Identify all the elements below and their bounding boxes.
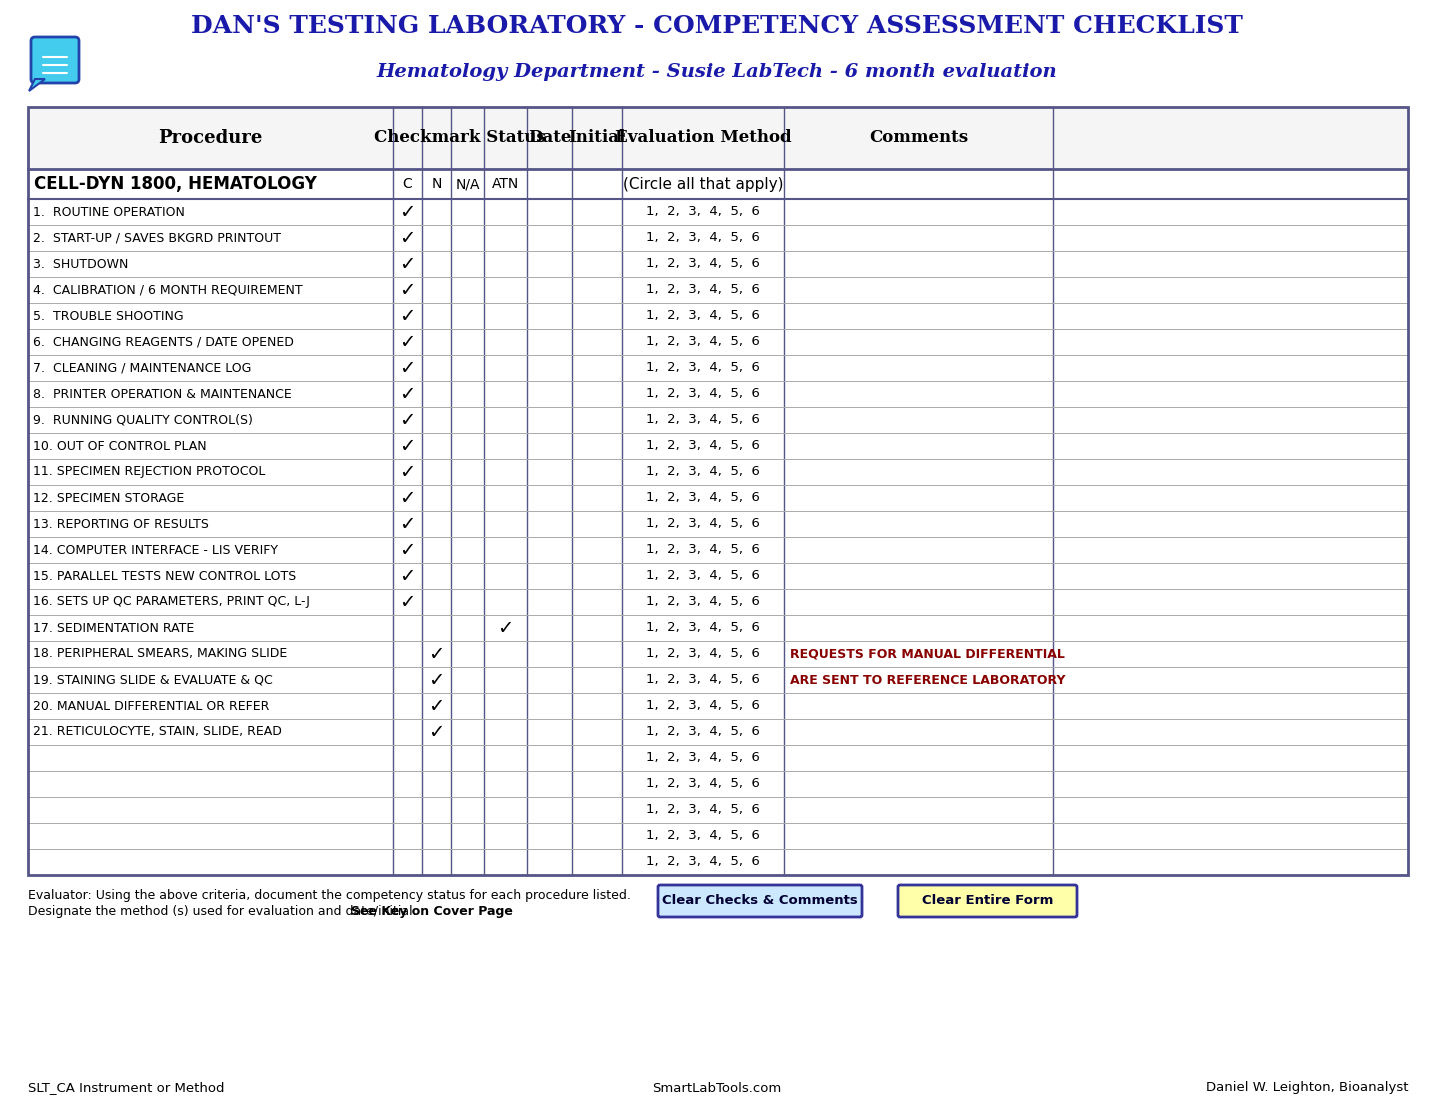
- Text: 14. COMPUTER INTERFACE - LIS VERIFY: 14. COMPUTER INTERFACE - LIS VERIFY: [33, 544, 278, 556]
- Text: 1,  2,  3,  4,  5,  6: 1, 2, 3, 4, 5, 6: [646, 466, 761, 479]
- Text: 1,  2,  3,  4,  5,  6: 1, 2, 3, 4, 5, 6: [646, 231, 761, 244]
- FancyBboxPatch shape: [659, 885, 862, 917]
- Bar: [29, 107, 1408, 168]
- Text: DAN'S TESTING LABORATORY - COMPETENCY ASSESSMENT CHECKLIST: DAN'S TESTING LABORATORY - COMPETENCY AS…: [191, 14, 1243, 39]
- Text: ✓: ✓: [399, 229, 416, 248]
- Text: 1,  2,  3,  4,  5,  6: 1, 2, 3, 4, 5, 6: [646, 726, 761, 739]
- Text: Evaluator: Using the above criteria, document the competency status for each pro: Evaluator: Using the above criteria, doc…: [29, 889, 631, 902]
- Text: 1,  2,  3,  4,  5,  6: 1, 2, 3, 4, 5, 6: [646, 491, 761, 504]
- Text: ✓: ✓: [399, 306, 416, 326]
- Text: 1,  2,  3,  4,  5,  6: 1, 2, 3, 4, 5, 6: [646, 544, 761, 556]
- Text: ✓: ✓: [399, 592, 416, 611]
- Text: ✓: ✓: [399, 462, 416, 481]
- Text: ✓: ✓: [399, 514, 416, 534]
- Text: 15. PARALLEL TESTS NEW CONTROL LOTS: 15. PARALLEL TESTS NEW CONTROL LOTS: [33, 569, 296, 582]
- FancyBboxPatch shape: [898, 885, 1078, 917]
- Text: 1,  2,  3,  4,  5,  6: 1, 2, 3, 4, 5, 6: [646, 621, 761, 634]
- Text: Date: Date: [528, 130, 571, 146]
- Text: Evaluation Method: Evaluation Method: [614, 130, 791, 146]
- Text: N: N: [432, 177, 442, 190]
- Text: SmartLabTools.com: SmartLabTools.com: [653, 1081, 782, 1094]
- Text: Daniel W. Leighton, Bioanalyst: Daniel W. Leighton, Bioanalyst: [1205, 1081, 1408, 1094]
- Text: 1,  2,  3,  4,  5,  6: 1, 2, 3, 4, 5, 6: [646, 388, 761, 401]
- Text: REQUESTS FOR MANUAL DIFFERENTIAL: REQUESTS FOR MANUAL DIFFERENTIAL: [791, 647, 1065, 661]
- Text: Clear Entire Form: Clear Entire Form: [921, 894, 1053, 907]
- Text: ✓: ✓: [428, 722, 445, 741]
- Text: 1,  2,  3,  4,  5,  6: 1, 2, 3, 4, 5, 6: [646, 855, 761, 869]
- Text: 1,  2,  3,  4,  5,  6: 1, 2, 3, 4, 5, 6: [646, 647, 761, 661]
- Text: ✓: ✓: [399, 203, 416, 221]
- Text: ✓: ✓: [399, 489, 416, 508]
- Text: ✓: ✓: [399, 254, 416, 273]
- Text: 1.  ROUTINE OPERATION: 1. ROUTINE OPERATION: [33, 206, 185, 218]
- Text: 13. REPORTING OF RESULTS: 13. REPORTING OF RESULTS: [33, 517, 210, 531]
- Text: 4.  CALIBRATION / 6 MONTH REQUIREMENT: 4. CALIBRATION / 6 MONTH REQUIREMENT: [33, 283, 303, 296]
- Text: Designate the method (s) used for evaluation and date/initial.: Designate the method (s) used for evalua…: [29, 905, 425, 918]
- Text: ✓: ✓: [399, 281, 416, 299]
- Text: ✓: ✓: [428, 644, 445, 664]
- Text: ✓: ✓: [498, 619, 514, 637]
- Text: 1,  2,  3,  4,  5,  6: 1, 2, 3, 4, 5, 6: [646, 361, 761, 374]
- Text: 12. SPECIMEN STORAGE: 12. SPECIMEN STORAGE: [33, 491, 184, 504]
- Text: Hematology Department - Susie LabTech - 6 month evaluation: Hematology Department - Susie LabTech - …: [376, 63, 1058, 81]
- Text: 1,  2,  3,  4,  5,  6: 1, 2, 3, 4, 5, 6: [646, 804, 761, 817]
- Text: 1,  2,  3,  4,  5,  6: 1, 2, 3, 4, 5, 6: [646, 258, 761, 271]
- Text: CELL-DYN 1800, HEMATOLOGY: CELL-DYN 1800, HEMATOLOGY: [34, 175, 317, 193]
- Text: 1,  2,  3,  4,  5,  6: 1, 2, 3, 4, 5, 6: [646, 777, 761, 791]
- Text: 1,  2,  3,  4,  5,  6: 1, 2, 3, 4, 5, 6: [646, 414, 761, 426]
- Text: 11. SPECIMEN REJECTION PROTOCOL: 11. SPECIMEN REJECTION PROTOCOL: [33, 466, 265, 479]
- Text: 8.  PRINTER OPERATION & MAINTENANCE: 8. PRINTER OPERATION & MAINTENANCE: [33, 388, 291, 401]
- Text: Procedure: Procedure: [158, 129, 263, 148]
- Polygon shape: [29, 79, 44, 91]
- Text: ✓: ✓: [399, 384, 416, 403]
- Text: 21. RETICULOCYTE, STAIN, SLIDE, READ: 21. RETICULOCYTE, STAIN, SLIDE, READ: [33, 726, 281, 739]
- Text: ✓: ✓: [428, 697, 445, 716]
- Text: 1,  2,  3,  4,  5,  6: 1, 2, 3, 4, 5, 6: [646, 309, 761, 323]
- Text: 1,  2,  3,  4,  5,  6: 1, 2, 3, 4, 5, 6: [646, 699, 761, 712]
- Text: Clear Checks & Comments: Clear Checks & Comments: [662, 894, 858, 907]
- Text: 10. OUT OF CONTROL PLAN: 10. OUT OF CONTROL PLAN: [33, 439, 207, 453]
- Text: ✓: ✓: [399, 411, 416, 429]
- Text: 1,  2,  3,  4,  5,  6: 1, 2, 3, 4, 5, 6: [646, 517, 761, 531]
- Text: ✓: ✓: [399, 359, 416, 378]
- Text: See Key on Cover Page: See Key on Cover Page: [352, 905, 514, 918]
- Text: 1,  2,  3,  4,  5,  6: 1, 2, 3, 4, 5, 6: [646, 596, 761, 609]
- Text: 1,  2,  3,  4,  5,  6: 1, 2, 3, 4, 5, 6: [646, 439, 761, 453]
- Text: (Circle all that apply): (Circle all that apply): [623, 176, 784, 192]
- Text: 1,  2,  3,  4,  5,  6: 1, 2, 3, 4, 5, 6: [646, 206, 761, 218]
- Text: 1,  2,  3,  4,  5,  6: 1, 2, 3, 4, 5, 6: [646, 336, 761, 349]
- Text: ✓: ✓: [399, 567, 416, 586]
- Text: ✓: ✓: [428, 671, 445, 689]
- Text: 20. MANUAL DIFFERENTIAL OR REFER: 20. MANUAL DIFFERENTIAL OR REFER: [33, 699, 270, 712]
- Text: 1,  2,  3,  4,  5,  6: 1, 2, 3, 4, 5, 6: [646, 283, 761, 296]
- Text: 18. PERIPHERAL SMEARS, MAKING SLIDE: 18. PERIPHERAL SMEARS, MAKING SLIDE: [33, 647, 287, 661]
- Text: ✓: ✓: [399, 333, 416, 351]
- FancyBboxPatch shape: [32, 37, 79, 83]
- Text: 16. SETS UP QC PARAMETERS, PRINT QC, L-J: 16. SETS UP QC PARAMETERS, PRINT QC, L-J: [33, 596, 310, 609]
- Text: Comments: Comments: [870, 130, 969, 146]
- Text: ARE SENT TO REFERENCE LABORATORY: ARE SENT TO REFERENCE LABORATORY: [791, 674, 1066, 687]
- Text: C: C: [403, 177, 412, 190]
- Text: 1,  2,  3,  4,  5,  6: 1, 2, 3, 4, 5, 6: [646, 674, 761, 687]
- Text: ATN: ATN: [492, 177, 519, 190]
- Text: SLT_CA Instrument or Method: SLT_CA Instrument or Method: [29, 1081, 224, 1094]
- Text: 6.  CHANGING REAGENTS / DATE OPENED: 6. CHANGING REAGENTS / DATE OPENED: [33, 336, 294, 349]
- Text: 7.  CLEANING / MAINTENANCE LOG: 7. CLEANING / MAINTENANCE LOG: [33, 361, 251, 374]
- Text: 19. STAINING SLIDE & EVALUATE & QC: 19. STAINING SLIDE & EVALUATE & QC: [33, 674, 273, 687]
- Text: 1,  2,  3,  4,  5,  6: 1, 2, 3, 4, 5, 6: [646, 752, 761, 764]
- Text: N/A: N/A: [455, 177, 479, 190]
- Bar: [29, 107, 1408, 875]
- Text: 17. SEDIMENTATION RATE: 17. SEDIMENTATION RATE: [33, 621, 194, 634]
- Text: ✓: ✓: [399, 541, 416, 559]
- Text: 2.  START-UP / SAVES BKGRD PRINTOUT: 2. START-UP / SAVES BKGRD PRINTOUT: [33, 231, 281, 244]
- Text: Initial: Initial: [568, 130, 626, 146]
- Text: 1,  2,  3,  4,  5,  6: 1, 2, 3, 4, 5, 6: [646, 829, 761, 842]
- Text: 5.  TROUBLE SHOOTING: 5. TROUBLE SHOOTING: [33, 309, 184, 323]
- Text: 3.  SHUTDOWN: 3. SHUTDOWN: [33, 258, 128, 271]
- Text: ✓: ✓: [399, 436, 416, 456]
- Text: Checkmark Status: Checkmark Status: [375, 130, 545, 146]
- Text: 1,  2,  3,  4,  5,  6: 1, 2, 3, 4, 5, 6: [646, 569, 761, 582]
- Text: 9.  RUNNING QUALITY CONTROL(S): 9. RUNNING QUALITY CONTROL(S): [33, 414, 253, 426]
